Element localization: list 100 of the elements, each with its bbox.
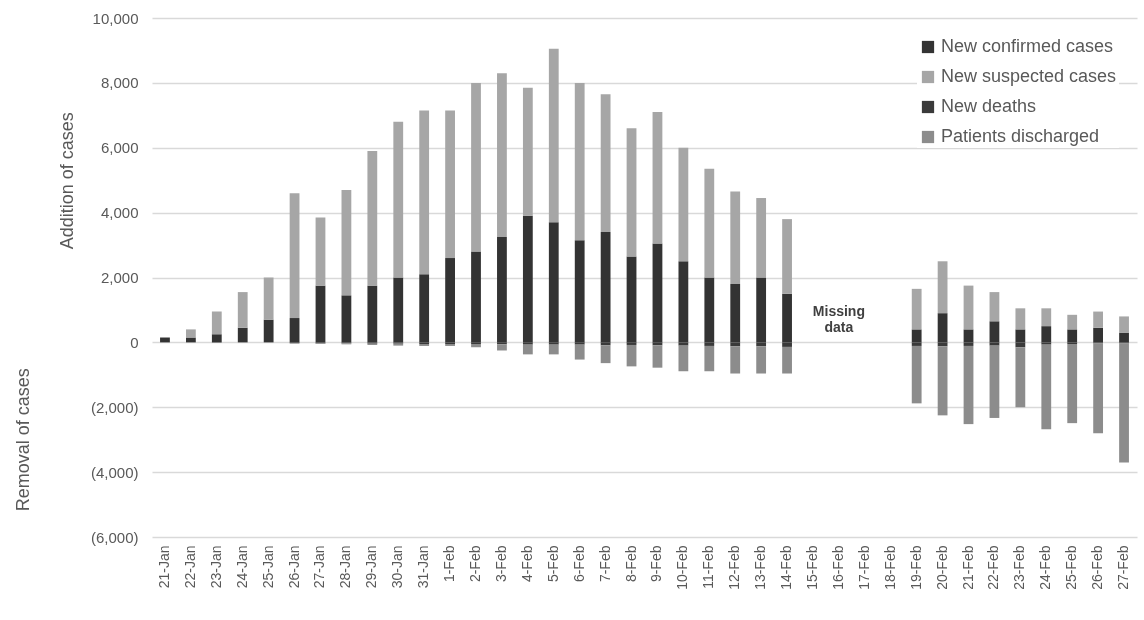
bar: [678, 345, 689, 372]
bar: [652, 243, 663, 343]
y-tick-label: 4,000: [100, 204, 139, 222]
y-tick-label: (6,000): [90, 528, 139, 546]
x-tick-label: 13-Feb: [752, 545, 769, 590]
y-tick-label: 0: [130, 333, 139, 351]
bar: [1041, 326, 1052, 343]
bar: [367, 150, 378, 286]
bar: [211, 311, 222, 335]
bar: [730, 346, 741, 374]
x-tick-label: 22-Feb: [985, 545, 1002, 590]
x-tick-label: 15-Feb: [803, 545, 820, 590]
bar: [289, 193, 300, 319]
bar: [263, 319, 274, 343]
legend-label: New suspected cases: [941, 66, 1117, 86]
bar: [497, 73, 507, 237]
annotation: Missing data: [812, 303, 865, 336]
x-tick-label: 28-Jan: [337, 545, 354, 589]
x-tick-label: 5-Feb: [544, 545, 561, 583]
x-tick-label: 12-Feb: [726, 545, 743, 590]
bar: [315, 285, 326, 343]
bar: [782, 219, 792, 294]
x-tick-label: 14-Feb: [778, 545, 795, 590]
bar: [1093, 343, 1104, 434]
x-tick-label: 18-Feb: [881, 545, 898, 590]
bar: [419, 110, 430, 275]
bar: [704, 345, 715, 372]
x-tick-label: 6-Feb: [570, 545, 587, 583]
x-tick-label: 27-Jan: [311, 545, 328, 589]
x-tick-label: 24-Jan: [233, 545, 250, 589]
bar: [471, 344, 481, 348]
bar: [497, 344, 507, 351]
x-tick-label: 22-Jan: [181, 545, 198, 589]
bar: [211, 334, 222, 343]
bar: [1067, 314, 1078, 330]
bar: [341, 189, 352, 296]
bar: [522, 87, 533, 216]
bar: [548, 48, 559, 223]
x-tick-label: 16-Feb: [829, 545, 846, 590]
bar: [237, 327, 248, 343]
bar: [574, 240, 585, 343]
x-tick-label: 31-Jan: [415, 545, 432, 589]
bar: [989, 321, 1000, 343]
x-tick-label: 20-Feb: [933, 545, 950, 590]
bar: [367, 285, 378, 343]
bar: [341, 295, 352, 343]
x-tick-label: 1-Feb: [441, 545, 458, 583]
bar: [652, 112, 663, 244]
x-tick-label: 19-Feb: [907, 545, 924, 590]
x-tick-label: 2-Feb: [467, 545, 484, 583]
bar: [730, 283, 741, 343]
legend-label: New confirmed cases: [941, 36, 1114, 56]
bar: [678, 147, 689, 262]
x-tick-label: 3-Feb: [492, 545, 509, 583]
bar: [574, 82, 585, 241]
bar: [937, 313, 948, 343]
bar: [963, 345, 974, 425]
bar: [963, 329, 974, 343]
bar: [704, 277, 715, 343]
bar: [937, 346, 948, 416]
bar: [237, 292, 248, 328]
x-tick-label: 29-Jan: [363, 545, 380, 589]
x-tick-label: 27-Feb: [1115, 545, 1132, 590]
x-tick-label: 23-Feb: [1011, 545, 1028, 590]
bar: [756, 198, 767, 278]
legend-label: New deaths: [941, 96, 1037, 116]
bar: [445, 110, 455, 259]
x-tick-label: 4-Feb: [518, 545, 535, 583]
bar: [393, 121, 404, 278]
legend-label: Patients discharged: [941, 126, 1100, 146]
bar: [548, 222, 559, 343]
y-tick-label: 10,000: [92, 9, 139, 27]
bar: [989, 345, 1000, 418]
x-tick-label: 21-Feb: [959, 545, 976, 590]
bar: [937, 261, 948, 314]
bar: [963, 285, 974, 330]
bar: [782, 293, 792, 343]
y-tick-label: 6,000: [100, 139, 139, 157]
bar: [1041, 308, 1052, 327]
bar: [497, 236, 507, 343]
y-tick-label: 8,000: [100, 74, 139, 92]
bar: [1119, 332, 1129, 343]
x-tick-label: 23-Jan: [207, 545, 224, 589]
y-tick-label: (4,000): [90, 463, 139, 481]
x-tick-label: 30-Jan: [389, 545, 406, 589]
bar: [393, 277, 404, 343]
bar: [574, 344, 585, 360]
bar: [263, 277, 274, 320]
bar: [1119, 343, 1129, 463]
bar: [522, 215, 533, 343]
x-tick-label: 24-Feb: [1037, 545, 1054, 590]
bar: [445, 258, 455, 343]
x-tick-label: 26-Feb: [1089, 545, 1106, 590]
bar: [548, 344, 559, 355]
bar: [600, 94, 611, 233]
bar: [911, 329, 922, 343]
bar: [652, 345, 663, 368]
bar: [782, 346, 792, 374]
x-tick-label: 9-Feb: [648, 545, 665, 583]
bar: [289, 318, 300, 343]
